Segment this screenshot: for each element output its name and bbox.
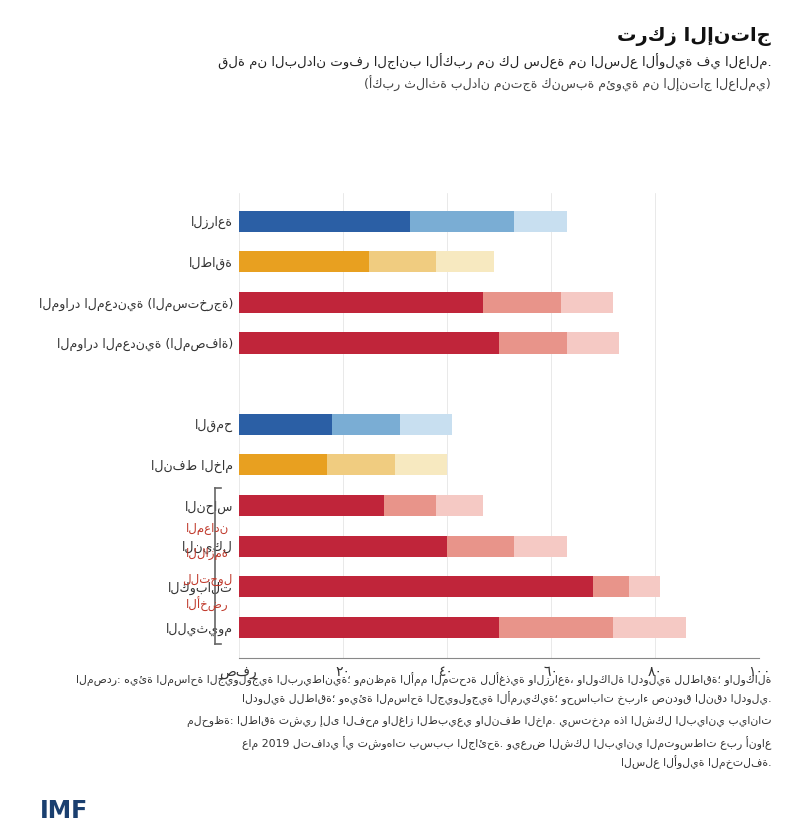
Text: المصدر: هيئة المساحة الجيولوجية البريطانية؛ ومنظمة الأمم المتحدة للأغذية والزراع: المصدر: هيئة المساحة الجيولوجية البريطان… [76,672,771,686]
Text: تركز الإنتاج: تركز الإنتاج [618,27,771,46]
Text: المعادن: المعادن [185,522,229,535]
Bar [238,617,499,638]
Bar [238,454,327,475]
Bar [561,292,614,313]
Bar [499,333,567,354]
Bar [400,414,452,435]
Text: السلع الأولية المختلفة.: السلع الأولية المختلفة. [621,755,771,769]
Bar [369,251,436,272]
Bar [614,617,686,638]
Bar [238,292,483,313]
Bar [514,210,567,232]
Text: IMF: IMF [40,799,88,823]
Bar [483,292,561,313]
Bar [394,454,447,475]
Bar [436,495,483,516]
Bar [238,495,384,516]
Bar [238,333,499,354]
Bar [238,414,332,435]
Bar [447,535,514,556]
Bar [238,577,592,597]
Text: ملحوظة: الطاقة تشير إلى الفحم والغاز الطبيعي والنفط الخام. يستخدم هذا الشكل البي: ملحوظة: الطاقة تشير إلى الفحم والغاز الط… [187,716,771,727]
Text: الأخضر: الأخضر [186,597,229,612]
Text: (أكبر ثلاثة بلدان منتجة كنسبة مئوية من الإنتاج العالمي): (أكبر ثلاثة بلدان منتجة كنسبة مئوية من ا… [364,75,771,91]
Text: قلة من البلدان توفر الجانب الأكبر من كل سلعة من السلع الأولية في العالم.: قلة من البلدان توفر الجانب الأكبر من كل … [218,54,771,70]
Bar [436,251,494,272]
Bar [592,577,629,597]
Bar [238,535,447,556]
Bar [327,454,394,475]
Text: للتحول: للتحول [182,572,232,586]
Text: الدولية للطاقة؛ وهيئة المساحة الجيولوجية الأمريكية؛ وحسابات خبراء صندوق النقد ال: الدولية للطاقة؛ وهيئة المساحة الجيولوجية… [242,691,771,706]
Bar [332,414,400,435]
Bar [567,333,619,354]
Bar [384,495,436,516]
Bar [499,617,614,638]
Bar [514,535,567,556]
Text: اللازمة: اللازمة [186,547,229,561]
Bar [629,577,661,597]
Bar [238,251,369,272]
Bar [410,210,514,232]
Bar [238,210,410,232]
Text: عام 2019 لتفادي أي تشوهات بسبب الجائحة. ويعرض الشكل البياني المتوسطات عبر أنواع: عام 2019 لتفادي أي تشوهات بسبب الجائحة. … [242,736,771,750]
